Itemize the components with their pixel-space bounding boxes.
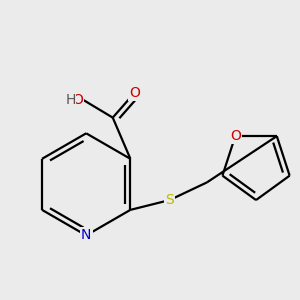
Text: H: H	[65, 93, 76, 107]
Text: O: O	[230, 129, 241, 143]
Text: S: S	[165, 193, 174, 207]
Text: N: N	[81, 228, 92, 242]
Text: O: O	[129, 86, 140, 100]
Text: O: O	[72, 93, 83, 107]
